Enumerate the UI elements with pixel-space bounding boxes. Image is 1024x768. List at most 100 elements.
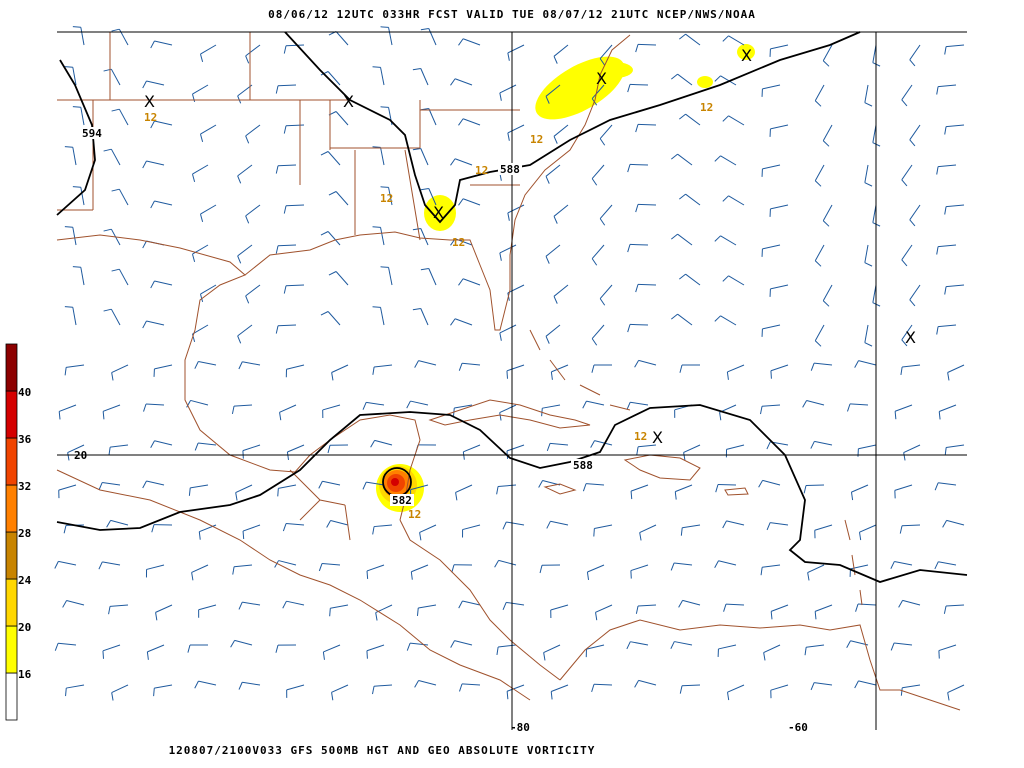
colorbar-segment <box>5 672 18 721</box>
vorticity-label: 12 <box>452 236 465 249</box>
wind-barb <box>859 524 877 541</box>
wind-barb <box>328 191 349 206</box>
wind-barb <box>714 560 737 568</box>
wind-barb <box>65 684 85 697</box>
wind-barb <box>331 364 349 381</box>
wind-barb <box>582 400 605 409</box>
wind-barb <box>854 680 877 689</box>
colorbar-segment <box>5 390 18 439</box>
wind-barb <box>143 403 165 412</box>
wind-barb <box>67 444 85 461</box>
wind-barb <box>942 519 965 528</box>
wind-barb <box>142 480 165 489</box>
wind-barb <box>722 35 745 46</box>
wind-barb <box>944 284 965 295</box>
vorticity-area <box>391 478 399 486</box>
wind-barb <box>150 200 173 209</box>
wind-barb <box>722 115 745 126</box>
wind-barb <box>770 364 789 379</box>
wind-barb <box>237 324 253 344</box>
wind-barb <box>328 111 349 126</box>
wind-barb <box>245 204 261 224</box>
wind-barb <box>372 364 393 375</box>
wind-barb <box>420 188 437 206</box>
height-contours <box>56 31 968 583</box>
us-gulf-coast <box>244 34 631 331</box>
wind-barb <box>890 561 913 569</box>
wind-barb <box>761 324 781 337</box>
colorbar-segment <box>5 437 18 486</box>
wind-barb <box>415 444 437 453</box>
wind-barb <box>944 204 965 215</box>
colorbar-label: 32 <box>18 480 31 493</box>
wind-barb <box>372 684 393 695</box>
wind-barb <box>186 399 209 408</box>
wind-barb <box>722 520 745 529</box>
wind-barb <box>232 564 253 575</box>
vorticity-max-marker: X <box>741 46 752 65</box>
wind-barb <box>635 203 657 213</box>
wind-barb <box>499 404 517 421</box>
wind-barb <box>627 243 649 253</box>
wind-barb <box>320 151 341 166</box>
wind-barb <box>380 266 393 286</box>
wind-barb <box>380 186 393 206</box>
wind-barb <box>450 640 473 648</box>
vorticity-max-marker: X <box>433 203 444 222</box>
wind-barb <box>194 361 217 369</box>
vorticity-max-marker: X <box>343 92 354 111</box>
wind-barb <box>634 359 657 368</box>
wind-barb <box>187 644 209 653</box>
wind-barb <box>894 404 913 420</box>
wind-barb <box>680 524 701 536</box>
wind-barb <box>410 564 429 580</box>
wind-barb <box>420 108 437 126</box>
wind-barb <box>242 524 261 540</box>
wind-barb <box>412 308 429 326</box>
wind-barb <box>72 106 85 126</box>
wind-barb <box>909 124 921 147</box>
wind-barb <box>245 284 261 304</box>
wind-barb <box>938 404 957 420</box>
wind-barb <box>194 680 217 689</box>
colorbar-label: 24 <box>18 574 32 587</box>
wind-barb <box>593 524 613 537</box>
wind-barb <box>585 644 605 658</box>
colorbar-label: 16 <box>18 668 32 681</box>
wind-barb <box>328 271 349 286</box>
mexico-borders <box>289 469 351 541</box>
wind-barb <box>150 40 173 49</box>
wind-barb <box>285 364 305 378</box>
wind-barb <box>761 164 781 177</box>
wind-barb <box>769 204 789 217</box>
wind-barb <box>191 564 209 581</box>
wind-barb <box>142 160 165 169</box>
colorbar-label: 28 <box>18 527 31 540</box>
wind-barb <box>591 324 605 346</box>
wind-barb <box>635 283 657 293</box>
wind-barb <box>322 404 341 418</box>
wind-barb <box>191 324 209 342</box>
wind-barb <box>458 600 481 609</box>
wind-barb <box>72 26 85 46</box>
wind-barb <box>286 444 305 460</box>
wind-barb <box>936 244 957 255</box>
wind-barb <box>864 84 873 107</box>
wind-barb <box>847 403 869 412</box>
wind-barb <box>758 479 781 488</box>
wind-barb <box>850 484 869 501</box>
wind-barb <box>539 564 561 574</box>
wind-barb <box>934 482 957 491</box>
vorticity-max-marker: X <box>652 428 663 447</box>
wind-barb <box>72 266 85 286</box>
wind-barb <box>275 644 297 653</box>
wind-barb <box>106 519 129 528</box>
wind-barb <box>111 108 129 126</box>
wind-barb <box>191 164 209 182</box>
wind-barb <box>722 195 745 206</box>
wind-barb <box>683 444 701 461</box>
wind-barb <box>714 75 737 86</box>
wind-barb <box>419 524 437 541</box>
wind-barb <box>947 364 965 381</box>
wind-barb <box>416 604 437 616</box>
